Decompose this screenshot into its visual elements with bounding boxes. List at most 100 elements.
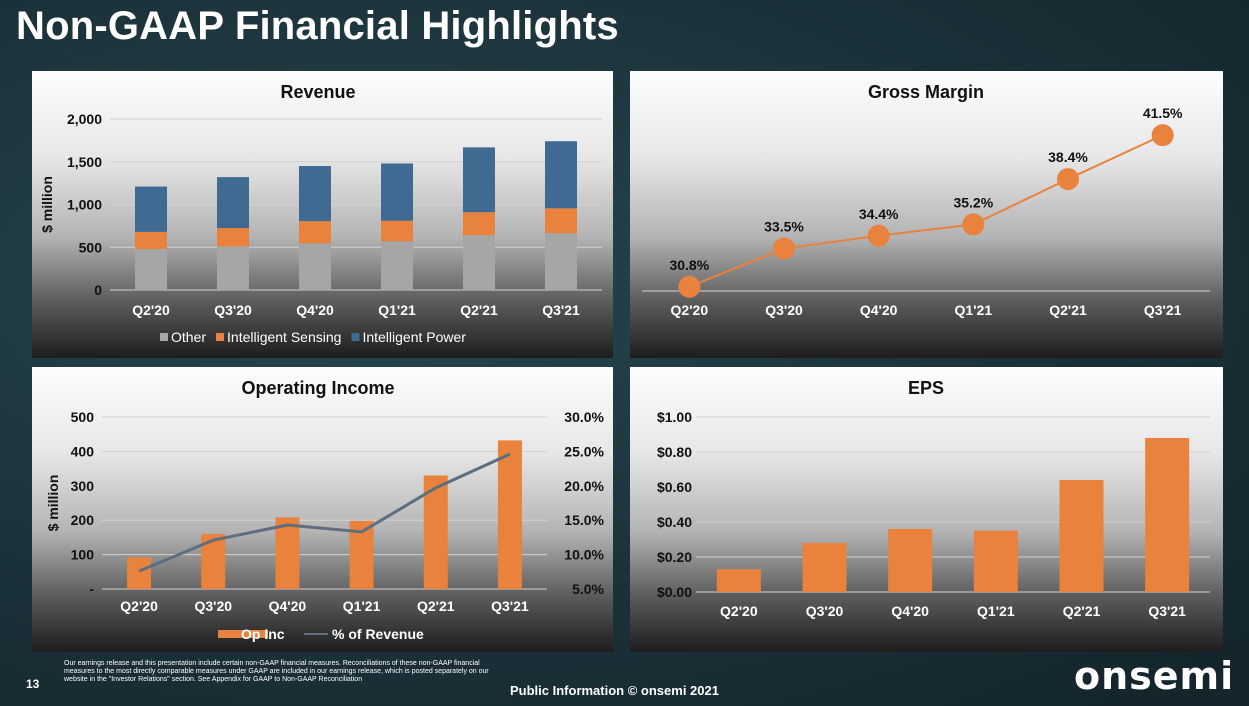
- x-tick-label: Q4'20: [269, 598, 307, 614]
- bar-segment: [463, 147, 495, 213]
- op-inc-bar: [497, 440, 522, 589]
- eps-bar: [802, 543, 847, 592]
- y2-tick-label: 25.0%: [564, 443, 604, 459]
- y-tick-label: $0.40: [657, 514, 692, 530]
- x-tick-label: Q2'20: [671, 302, 709, 318]
- y-tick-label: $0.00: [657, 584, 692, 600]
- x-tick-label: Q2'21: [417, 598, 455, 614]
- page-number: 13: [26, 677, 40, 691]
- revenue-panel: Revenue 0 500 1,000 1,500 2,000 $ million Q2'20…: [32, 71, 613, 358]
- x-tick-label: Q4'20: [860, 302, 898, 318]
- y-tick-label: $1.00: [657, 409, 692, 425]
- y-tick-label: 2,000: [67, 111, 102, 127]
- bar-segment: [135, 231, 167, 249]
- chart-title: Gross Margin: [868, 82, 984, 102]
- gross-margin-panel: Gross Margin 30.8% Q2'20 33.5% Q3'20 34.4% Q4'…: [630, 71, 1223, 358]
- slide-title: Non-GAAP Financial Highlights: [16, 4, 619, 48]
- legend-swatch: [351, 333, 360, 341]
- bar-segment: [463, 212, 495, 236]
- x-tick-label: Q1'21: [378, 302, 416, 318]
- data-point: [1057, 168, 1079, 191]
- y-axis-label: $ million: [39, 176, 55, 233]
- legend-swatch: [218, 630, 268, 638]
- gross-margin-line: [688, 134, 1164, 288]
- y-tick-label: $0.80: [657, 444, 692, 460]
- data-point: [773, 237, 795, 260]
- legend-label: Intelligent Sensing: [227, 329, 341, 345]
- bar-segment: [545, 141, 577, 209]
- x-tick-label: Q4'20: [296, 302, 334, 318]
- y-tick-label: -: [89, 581, 94, 597]
- x-tick-label: Q2'20: [120, 598, 158, 614]
- gross-margin-chart: Gross Margin 30.8% Q2'20 33.5% Q3'20 34.4% Q4'…: [642, 82, 1210, 318]
- chart-title: EPS: [908, 378, 944, 398]
- operating-income-panel: Operating Income - 100 200 300 400 500 5.0% 10.0…: [32, 367, 613, 652]
- data-label: 38.4%: [1048, 149, 1088, 165]
- eps-bar: [1145, 438, 1190, 592]
- bar-segment: [135, 248, 167, 290]
- op-inc-bar: [423, 475, 448, 589]
- eps-bar: [716, 569, 761, 592]
- y2-tick-label: 15.0%: [564, 512, 604, 528]
- data-label: 41.5%: [1143, 105, 1183, 121]
- chart-title: Operating Income: [241, 378, 394, 398]
- legend-label: Op Inc: [241, 626, 285, 642]
- pct-revenue-line: [138, 452, 511, 573]
- y-tick-label: 1,000: [67, 197, 102, 213]
- bar-segment: [381, 241, 413, 290]
- onsemi-logo: onsemi: [1074, 654, 1235, 698]
- op-inc-bar: [127, 557, 152, 589]
- data-label: 33.5%: [764, 219, 804, 235]
- disclaimer-text: Our earnings release and this presentati…: [64, 660, 489, 683]
- eps-bar: [1059, 480, 1104, 592]
- x-tick-label: Q3'20: [194, 598, 232, 614]
- y2-tick-label: 20.0%: [564, 478, 604, 494]
- y-axis-label: $ million: [45, 475, 61, 532]
- x-tick-label: Q3'20: [214, 302, 252, 318]
- bar-segment: [545, 233, 577, 290]
- op-inc-bar: [275, 517, 300, 589]
- y2-tick-label: 30.0%: [564, 409, 604, 425]
- x-tick-label: Q2'21: [1049, 302, 1087, 318]
- bar-segment: [135, 186, 167, 232]
- y-tick-label: 0: [94, 282, 102, 298]
- bar-segment: [217, 246, 249, 290]
- bar-segment: [381, 163, 413, 221]
- bar-segment: [299, 243, 331, 290]
- eps-bar: [888, 529, 933, 592]
- y2-tick-label: 10.0%: [564, 547, 604, 563]
- y-tick-label: 400: [71, 443, 95, 459]
- operating-income-chart: Operating Income - 100 200 300 400 500 5.0% 10.0…: [45, 378, 605, 642]
- data-point: [1151, 124, 1174, 147]
- y-tick-label: 500: [79, 239, 103, 255]
- y-tick-label: $0.60: [657, 479, 692, 495]
- y2-tick-label: 5.0%: [572, 581, 604, 597]
- bar-segment: [299, 221, 331, 244]
- bar-segment: [217, 177, 249, 229]
- x-tick-label: Q4'20: [891, 603, 929, 619]
- legend-label: Other: [171, 329, 206, 345]
- bar-segment: [299, 166, 331, 222]
- y-tick-label: 100: [71, 547, 95, 563]
- x-tick-label: Q3'20: [806, 603, 844, 619]
- data-point: [962, 213, 985, 236]
- legend-label: % of Revenue: [332, 626, 424, 642]
- chart-title: Revenue: [280, 82, 355, 102]
- eps-bar: [973, 530, 1018, 592]
- y-tick-label: $0.20: [657, 549, 692, 565]
- y-tick-label: 1,500: [67, 154, 102, 170]
- bar-segment: [381, 220, 413, 242]
- legend-swatch: [216, 333, 225, 341]
- x-tick-label: Q3'21: [542, 302, 580, 318]
- data-point: [678, 275, 701, 298]
- x-tick-label: Q3'21: [1148, 603, 1186, 619]
- legend-swatch: [160, 333, 168, 341]
- data-label: 30.8%: [669, 257, 709, 273]
- x-tick-label: Q2'20: [132, 302, 170, 318]
- x-tick-label: Q2'21: [1063, 603, 1101, 619]
- eps-chart: EPS $0.00 $0.20 $0.40 $0.60 $0.80 $1.00 Q2'20 Q3…: [657, 378, 1210, 619]
- revenue-chart: Revenue 0 500 1,000 1,500 2,000 $ million Q2'20…: [39, 82, 602, 345]
- legend-label: Intelligent Power: [362, 329, 466, 345]
- x-tick-label: Q1'21: [977, 603, 1015, 619]
- data-label: 34.4%: [859, 206, 899, 222]
